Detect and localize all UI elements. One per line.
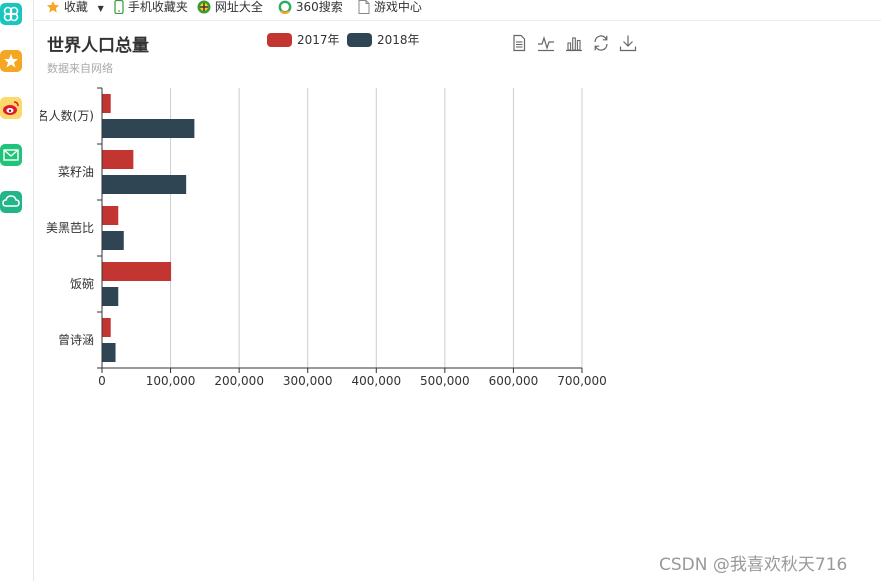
bar-2017年-曾诗涵 bbox=[102, 318, 111, 337]
x-tick-label: 300,000 bbox=[283, 374, 333, 388]
bookmark-sites[interactable]: 网址大全 bbox=[197, 0, 263, 14]
x-tick-label: 400,000 bbox=[351, 374, 401, 388]
legend-label: 2017年 bbox=[297, 33, 340, 47]
bookmark-favorites[interactable]: 收藏 ▼ bbox=[46, 0, 104, 14]
chevron-down-icon[interactable]: ▼ bbox=[97, 4, 104, 13]
star-icon bbox=[47, 1, 59, 13]
globe-icon bbox=[197, 0, 211, 14]
bookmark-search[interactable]: 360搜索 bbox=[278, 0, 343, 14]
bar-2018年-美黑芭比 bbox=[102, 231, 124, 250]
x-tick-label: 700,000 bbox=[557, 374, 607, 388]
data-view-icon[interactable] bbox=[510, 34, 528, 52]
bookmark-games[interactable]: 游戏中心 bbox=[358, 0, 422, 14]
x-tick-label: 200,000 bbox=[214, 374, 264, 388]
bookmarks-bar: 收藏 ▼ 手机收藏夹 网址大全 360搜索 游戏中心 bbox=[34, 0, 881, 21]
x-tick-label: 500,000 bbox=[420, 374, 470, 388]
bookmark-label: 360搜索 bbox=[295, 0, 343, 14]
x-tick-label: 100,000 bbox=[146, 374, 196, 388]
weibo-icon[interactable] bbox=[0, 97, 22, 119]
line-chart-icon[interactable] bbox=[537, 34, 555, 52]
y-tick-label: 曾诗涵 bbox=[58, 333, 94, 347]
y-tick-label: 菜籽油 bbox=[58, 165, 94, 179]
bar-2018年-菜籽油 bbox=[102, 175, 187, 194]
bookmark-label: 手机收藏夹 bbox=[127, 0, 188, 14]
phone-icon bbox=[114, 0, 124, 15]
document-icon bbox=[358, 0, 370, 14]
watermark: CSDN @我喜欢秋天716 bbox=[659, 555, 848, 575]
download-icon[interactable] bbox=[619, 34, 637, 52]
y-tick-label: 饭碗 bbox=[70, 276, 94, 291]
bar-2017年-饭碗 bbox=[102, 262, 172, 281]
y-tick-label: 写名人数(万) bbox=[25, 108, 94, 123]
chart-title: 世界人口总量 bbox=[47, 36, 149, 56]
legend-swatch bbox=[267, 33, 292, 47]
clover-icon[interactable] bbox=[0, 3, 22, 25]
y-tick-label: 美黑芭比 bbox=[46, 221, 94, 235]
bar-chart-icon[interactable] bbox=[565, 34, 583, 52]
bookmark-label: 收藏 bbox=[63, 0, 88, 14]
search-360-icon bbox=[278, 0, 292, 14]
mail-icon[interactable] bbox=[0, 144, 22, 166]
bar-2017年-菜籽油 bbox=[102, 150, 134, 169]
bar-2018年-饭碗 bbox=[102, 287, 119, 306]
x-tick-label: 600,000 bbox=[489, 374, 539, 388]
star-icon[interactable] bbox=[0, 50, 22, 72]
chart-subtitle: 数据来自网络 bbox=[47, 62, 113, 75]
bar-2018年-曾诗涵 bbox=[102, 343, 116, 362]
bar-2018年-写名人数(万) bbox=[102, 119, 195, 138]
bookmark-label: 网址大全 bbox=[214, 0, 263, 14]
x-tick-label: 0 bbox=[98, 374, 106, 388]
bar-2017年-美黑芭比 bbox=[102, 206, 119, 225]
browser-sidebar bbox=[0, 0, 34, 581]
bookmark-mobile[interactable]: 手机收藏夹 bbox=[114, 0, 188, 15]
restore-icon[interactable] bbox=[592, 34, 610, 52]
legend-swatch bbox=[347, 33, 372, 47]
cloud-icon[interactable] bbox=[0, 191, 22, 213]
bar-2017年-写名人数(万) bbox=[102, 94, 111, 113]
legend-label: 2018年 bbox=[377, 33, 420, 47]
bookmark-label: 游戏中心 bbox=[373, 0, 422, 14]
